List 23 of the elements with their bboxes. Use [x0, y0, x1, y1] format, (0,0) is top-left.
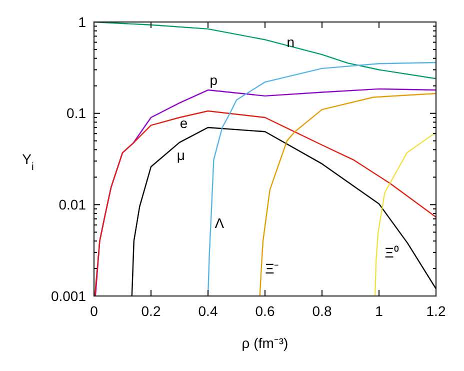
series-label: Λ [214, 214, 225, 231]
x-axis-title: ρ (fm⁻³) [242, 335, 288, 351]
x-tick-label: 0.2 [141, 303, 161, 319]
x-tick-label: 1.2 [426, 303, 446, 319]
series-label: μ [176, 146, 185, 163]
x-tick-label: 0.6 [255, 303, 275, 319]
y-axis-title: Y$_{i}$ [22, 150, 34, 173]
y-tick-label: 0.1 [66, 105, 86, 122]
line-series [259, 92, 436, 296]
series-label: Ξ⁻ [265, 260, 280, 276]
line-series [94, 22, 436, 80]
x-tick-label: 1 [375, 303, 384, 319]
x-tick-label: 0.4 [198, 303, 218, 319]
y-tick-label: 0.001 [50, 288, 86, 304]
y-tick-label: 0.01 [58, 196, 86, 213]
y-tick-label: 1 [78, 14, 86, 30]
x-tick-label: 0.8 [312, 303, 332, 319]
series-label: p [210, 72, 218, 88]
x-tick-label: 0 [90, 303, 98, 319]
series-label: e [180, 115, 188, 132]
series-label: Ξ⁰ [384, 244, 399, 260]
series-label: n [286, 34, 295, 50]
line-series [374, 132, 436, 296]
